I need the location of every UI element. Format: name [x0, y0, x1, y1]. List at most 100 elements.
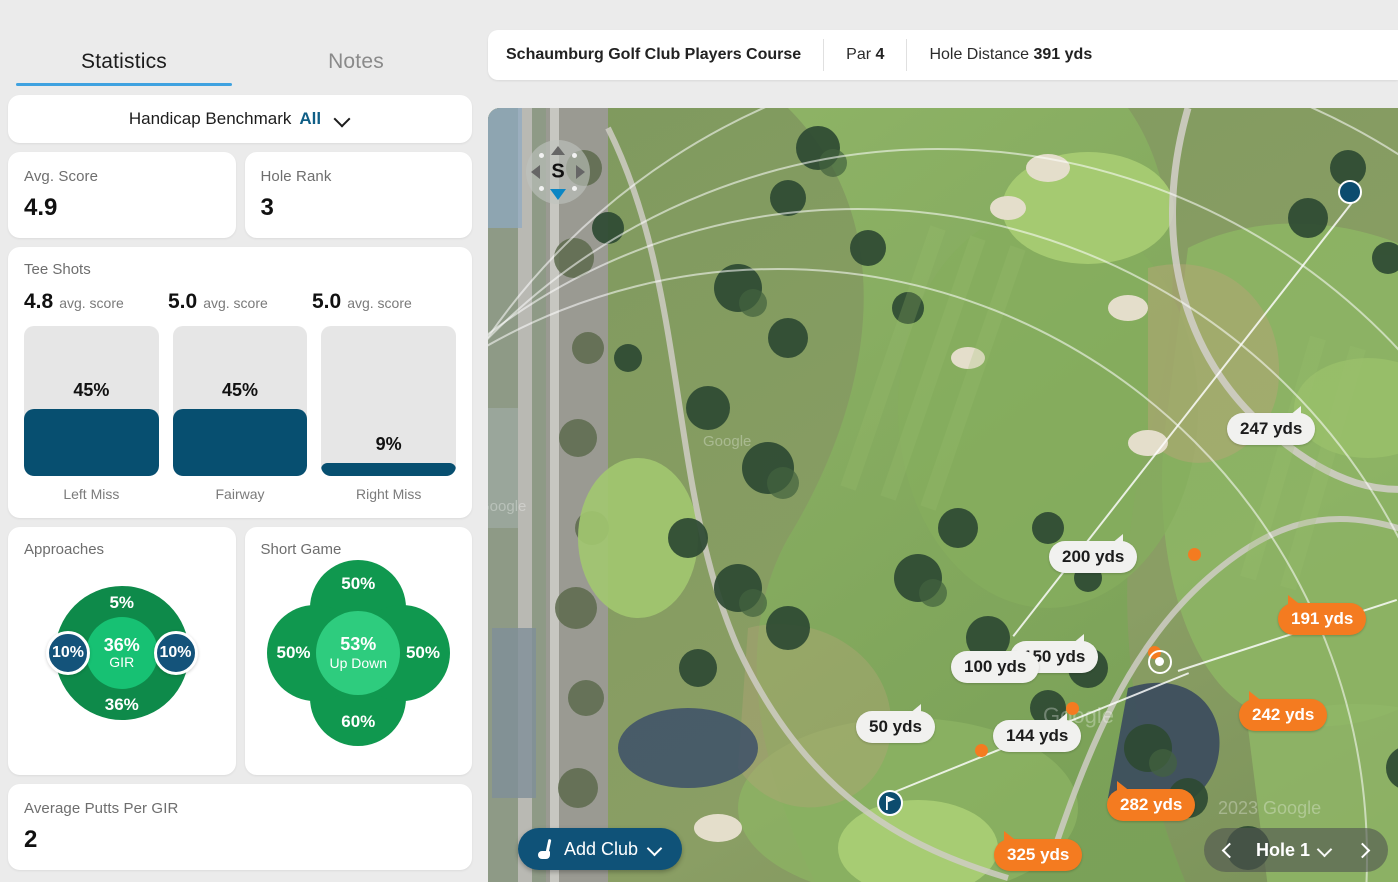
header-divider-2 — [906, 39, 908, 71]
average-putts-label: Average Putts Per GIR — [24, 800, 179, 817]
bar-fairway: 45% Fairway — [172, 326, 308, 502]
course-name: Schaumburg Golf Club Players Course — [506, 46, 802, 63]
distance-label-191: 191 yds — [1278, 595, 1367, 635]
next-hole-button[interactable] — [1342, 830, 1382, 870]
par-value: 4 — [875, 46, 885, 63]
chevron-down-icon — [335, 111, 351, 127]
hole-selector-label[interactable]: Hole 1 — [1255, 839, 1310, 860]
shot-marker-dot-3[interactable] — [1066, 702, 1079, 715]
compass-pan-control[interactable]: S — [526, 140, 590, 204]
short-game-updown-center: 53% Up Down — [316, 611, 401, 695]
approaches-long-pct: 5% — [109, 593, 135, 612]
short-game-updown-label: Up Down — [329, 654, 388, 671]
bar-label-fairway: Fairway — [215, 486, 265, 502]
tee-shots-bar-chart: 45% Left Miss 45% Fairway 9% — [24, 326, 457, 502]
flag-pin-marker[interactable] — [877, 790, 903, 816]
satellite-course-map[interactable]: Google Google Google 2023 Google S — [488, 108, 1398, 882]
approaches-gir-center: 36% GIR — [85, 617, 158, 689]
pan-down-icon[interactable] — [550, 189, 566, 200]
tab-statistics[interactable]: Statistics — [8, 50, 240, 86]
par-info: Par 4 — [824, 46, 906, 64]
approaches-card: Approaches 5% 36% 10% 10% 36% GIR — [8, 527, 236, 775]
stat-card-avg-score: Avg. Score 4.9 — [8, 152, 236, 238]
shot-marker-dot-1[interactable] — [1188, 548, 1201, 561]
distance-label-144: 144 yds — [993, 713, 1082, 752]
tab-notes-label: Notes — [328, 50, 384, 73]
stat-card-hole-rank: Hole Rank 3 — [244, 152, 472, 238]
add-club-button[interactable]: Add Club — [518, 828, 683, 870]
distance-label-282: 282 yds — [1107, 781, 1196, 821]
distance-arc-200 — [488, 108, 1398, 882]
shot-marker-dot-4[interactable] — [975, 744, 988, 757]
bar-left-miss: 45% Left Miss — [24, 326, 159, 502]
tee-avg-fairway: 5.0 avg. score — [168, 290, 312, 314]
previous-hole-button[interactable] — [1210, 830, 1250, 870]
course-header-bar: Schaumburg Golf Club Players Course Par … — [488, 30, 1398, 80]
average-putts-card: Average Putts Per GIR 2 — [8, 784, 472, 870]
hole-rank-label: Hole Rank — [260, 168, 332, 185]
bar-track-fairway: 45% — [172, 326, 308, 476]
hole-navigation: Hole 1 — [1203, 828, 1388, 872]
ball-marker[interactable] — [1148, 650, 1172, 674]
header-divider — [823, 39, 825, 71]
tee-avg-left-label: avg. score — [59, 295, 124, 311]
bar-label-left-miss: Left Miss — [63, 486, 120, 502]
chevron-down-icon[interactable] — [1318, 843, 1332, 857]
tee-avg-left-value: 4.8 — [24, 290, 54, 313]
tab-notes[interactable]: Notes — [240, 50, 472, 86]
approaches-title: Approaches — [24, 541, 105, 558]
compass-heading-letter: S — [551, 160, 565, 183]
approaches-gir-label: GIR — [109, 654, 135, 671]
bar-track-right-miss: 9% — [321, 326, 457, 476]
bar-pct-fairway: 45% — [221, 379, 259, 400]
distance-label-242: 242 yds — [1239, 691, 1328, 731]
benchmark-value: All — [299, 109, 322, 128]
distance-label-200: 200 yds — [1049, 534, 1138, 573]
distance-label-100: 100 yds — [951, 644, 1040, 683]
short-game-diagram: 50% 60% 50% 50% 53% Up Down — [261, 558, 457, 748]
distance-label-325: 325 yds — [994, 831, 1083, 871]
pan-left-icon[interactable] — [531, 165, 540, 179]
short-game-updown-value: 53% — [340, 634, 377, 655]
pan-up-icon[interactable] — [551, 146, 565, 155]
avg-score-value: 4.9 — [24, 194, 58, 221]
tee-avg-right-label: avg. score — [347, 295, 412, 311]
tee-avg-fairway-value: 5.0 — [168, 290, 198, 313]
handicap-benchmark-dropdown[interactable]: Handicap Benchmark All — [8, 95, 472, 143]
distance-label-50: 50 yds — [856, 704, 935, 743]
bar-label-right-miss: Right Miss — [356, 486, 422, 502]
approaches-diagram: 5% 36% 10% 10% 36% GIR — [24, 558, 220, 748]
hole-distance-info: Hole Distance 391 yds — [907, 46, 1114, 64]
tee-shots-avg-scores: 4.8 avg. score 5.0 avg. score 5.0 avg. s… — [24, 290, 456, 314]
chevron-right-icon — [1354, 842, 1370, 858]
approaches-gir-value: 36% — [103, 634, 140, 655]
hole-distance-label: Hole Distance — [929, 46, 1030, 63]
average-putts-value: 2 — [24, 826, 38, 853]
map-panel: Schaumburg Golf Club Players Course Par … — [480, 0, 1398, 882]
bar-fill-right-miss — [321, 462, 457, 476]
bar-track-left-miss: 45% — [24, 326, 159, 476]
flag-icon — [885, 796, 895, 810]
benchmark-label: Handicap Benchmark — [128, 109, 292, 128]
pan-right-icon[interactable] — [576, 165, 585, 179]
approaches-short-pct: 36% — [104, 695, 139, 714]
viz-row: Approaches 5% 36% 10% 10% 36% GIR Short … — [8, 527, 472, 775]
panel-tabs: Statistics Notes — [8, 0, 472, 86]
tee-avg-left: 4.8 avg. score — [24, 290, 168, 314]
avg-score-label: Avg. Score — [24, 168, 99, 185]
short-game-title: Short Game — [260, 541, 342, 558]
summary-stats-row: Avg. Score 4.9 Hole Rank 3 — [8, 152, 472, 238]
compass-dot-nw — [539, 153, 544, 158]
golf-club-icon — [538, 839, 554, 859]
bar-right-miss: 9% Right Miss — [321, 326, 457, 502]
chevron-down-icon — [648, 842, 662, 856]
tee-avg-fairway-label: avg. score — [203, 295, 268, 311]
tee-shots-title: Tee Shots — [24, 261, 91, 278]
bar-pct-left-miss: 45% — [73, 379, 110, 400]
approaches-left-pct: 10% — [46, 631, 90, 675]
bar-fill-fairway — [172, 408, 308, 476]
pin-target-marker[interactable] — [1338, 180, 1362, 204]
hole-rank-value: 3 — [260, 194, 274, 221]
par-label: Par — [846, 46, 872, 63]
